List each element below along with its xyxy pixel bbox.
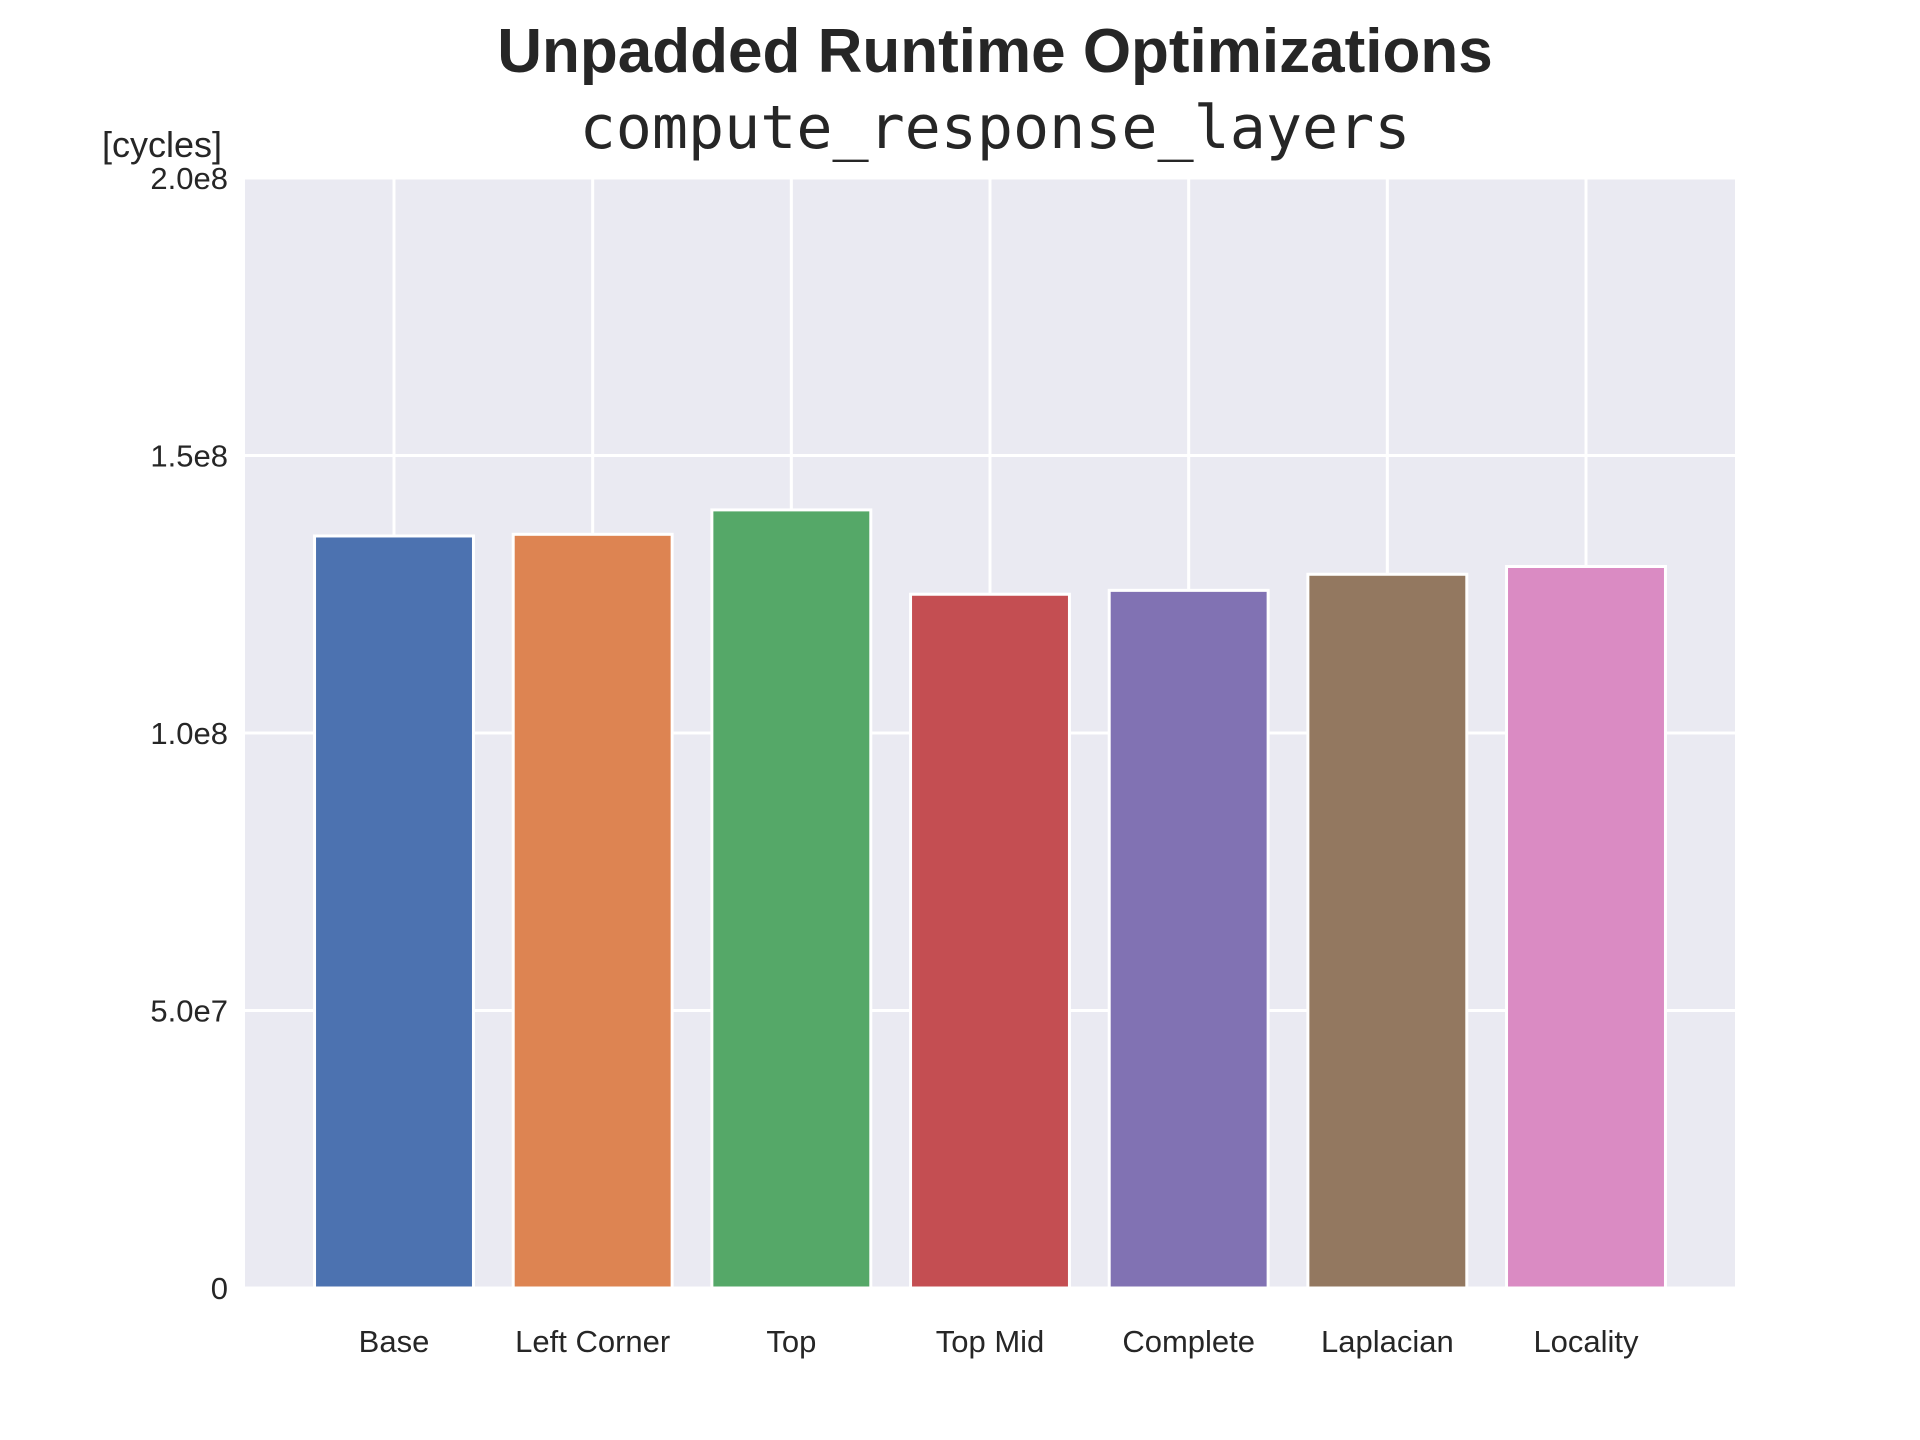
y-tick-label-2: 1.0e8 [150,716,228,751]
y-tick-label-3: 1.5e8 [150,439,228,474]
x-tick-label-base: Base [359,1324,430,1359]
x-tick-label-locality: Locality [1533,1324,1639,1359]
chart-title: Unpadded Runtime Optimizations [497,17,1492,86]
x-tick-label-top: Top [766,1324,816,1359]
bar-laplacian [1306,572,1469,1290]
y-axis-ticks: 0 5.0e7 1.0e8 1.5e8 2.0e8 [150,161,228,1306]
x-axis-ticks: Base Left Corner Top Top Mid Complete Laplaci… [359,1324,1639,1359]
bar-base [313,534,475,1290]
x-tick-label-complete: Complete [1122,1324,1255,1359]
bar-complete [1107,588,1270,1290]
chart-subtitle: compute_response_layers [580,93,1411,163]
x-tick-label-top-mid: Top Mid [936,1324,1045,1359]
bar-top-mid [909,592,1071,1290]
bar-left-corner [511,532,674,1290]
y-axis-unit-label: [cycles] [102,124,222,165]
y-tick-label-0: 0 [211,1271,228,1306]
x-tick-label-laplacian: Laplacian [1321,1324,1454,1359]
y-tick-label-1: 5.0e7 [150,994,228,1029]
x-tick-label-left-corner: Left Corner [515,1324,670,1359]
bars [313,508,1667,1290]
y-tick-label-4: 2.0e8 [150,161,228,196]
bar-locality [1505,565,1667,1290]
bar-top [710,508,873,1290]
